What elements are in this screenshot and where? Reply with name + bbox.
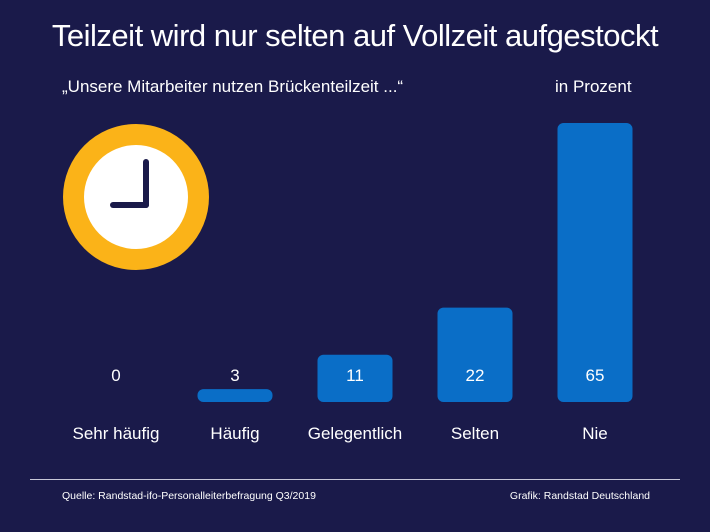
value-label-selten: 22 [466,366,485,385]
category-label-nie: Nie [582,424,608,443]
category-label-haeufig: Häufig [210,424,259,443]
credit-note: Grafik: Randstad Deutschland [509,490,650,502]
chart-title: Teilzeit wird nur selten auf Vollzeit au… [51,18,659,53]
bar-haeufig [197,389,273,402]
value-label-sehr-haeufig: 0 [111,366,120,385]
clock-icon [63,124,209,270]
category-label-sehr-haeufig: Sehr häufig [73,424,160,443]
footer-divider [30,479,680,480]
value-label-nie: 65 [586,366,605,385]
chart-subtitle: „Unsere Mitarbeiter nutzen Brückenteilze… [62,77,404,96]
category-label-gelegentlich: Gelegentlich [308,424,403,443]
bar-chart: 0 Sehr häufig 3 Häufig 11 Gelegentlich 22 Selte… [63,123,633,443]
value-label-gelegentlich: 11 [346,366,364,385]
bar-nie [557,123,633,402]
bar-gelegentlich [317,354,393,402]
bars-group: 0 Sehr häufig 3 Häufig 11 Gelegentlich 22 Selte… [73,123,633,443]
value-label-haeufig: 3 [230,366,239,385]
unit-label: in Prozent [555,77,632,96]
source-note: Quelle: Randstad-ifo-Personalleiterbefra… [62,490,316,502]
category-label-selten: Selten [451,424,499,443]
bar-selten [437,307,513,402]
